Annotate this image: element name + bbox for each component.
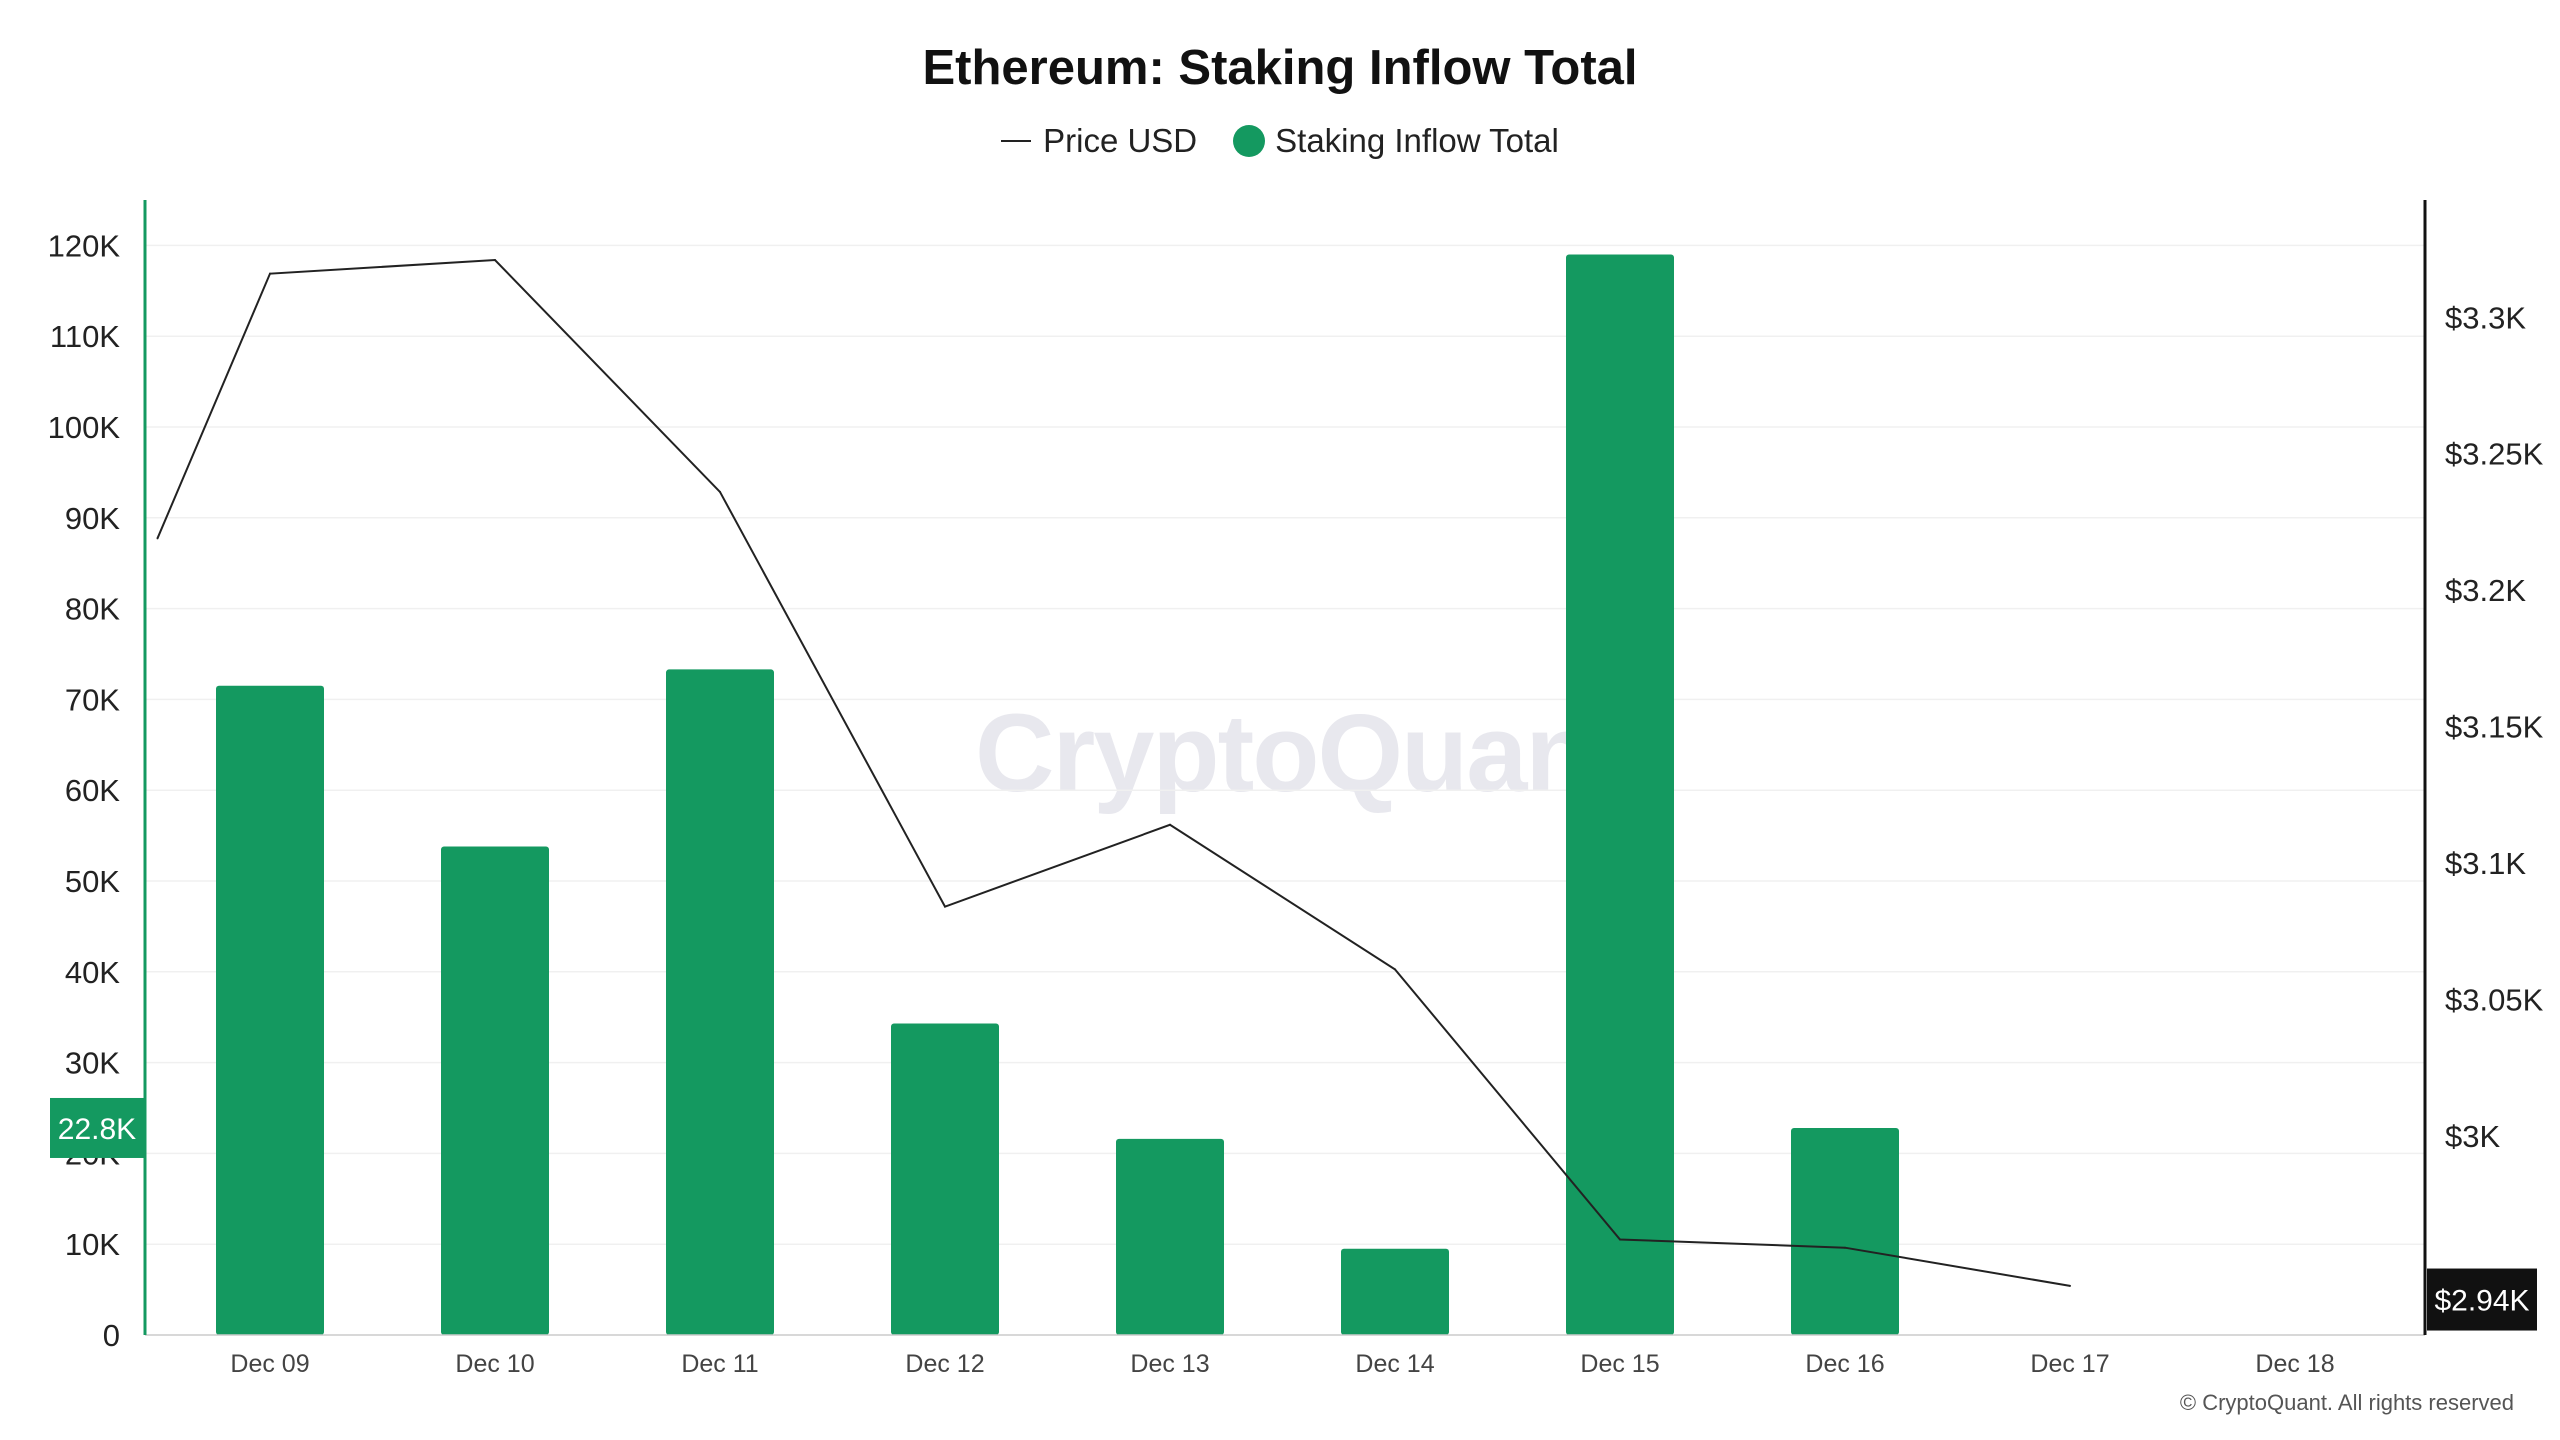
- left-tick-label: 80K: [65, 592, 120, 627]
- left-tick-label: 50K: [65, 864, 120, 899]
- right-tick-label: $3K: [2445, 1119, 2500, 1154]
- axis-layer: 010K20K30K40K50K60K70K80K90K100K110K120K…: [48, 200, 2544, 1378]
- x-tick-label: Dec 10: [455, 1350, 534, 1378]
- price-point: [1394, 968, 1396, 971]
- inflow-bar[interactable]: [666, 669, 774, 1335]
- watermark: CryptoQuant: [975, 692, 1627, 815]
- left-tick-label: 110K: [50, 319, 120, 354]
- x-tick-label: Dec 16: [1805, 1350, 1884, 1378]
- price-point: [1169, 823, 1171, 826]
- x-tick-label: Dec 18: [2255, 1350, 2334, 1378]
- legend-label-price: Price USD: [1043, 122, 1198, 159]
- right-tick-label: $3.3K: [2445, 300, 2526, 335]
- price-point: [719, 490, 721, 493]
- x-tick-label: Dec 14: [1355, 1350, 1434, 1378]
- legend-item-price[interactable]: Price USD: [1001, 122, 1197, 160]
- inflow-bar[interactable]: [1791, 1127, 1899, 1335]
- x-tick-label: Dec 15: [1580, 1350, 1659, 1378]
- inflow-bar[interactable]: [1116, 1138, 1224, 1335]
- chart-title: Ethereum: Staking Inflow Total: [922, 41, 1638, 95]
- current-inflow-badge: [50, 1097, 145, 1158]
- copyright-notice: © CryptoQuant. All rights reserved: [2179, 1390, 2514, 1415]
- inflow-bar[interactable]: [1566, 254, 1674, 1336]
- left-tick-label: 120K: [48, 228, 121, 263]
- price-point: [944, 905, 946, 908]
- price-point: [1619, 1238, 1621, 1241]
- legend-label-inflow: Staking Inflow Total: [1275, 122, 1559, 159]
- left-tick-label: 100K: [48, 410, 121, 445]
- price-point: [269, 272, 271, 275]
- left-tick-label: 0: [103, 1318, 120, 1353]
- left-tick-label: 90K: [65, 501, 120, 536]
- legend-dot-icon: [1233, 125, 1266, 157]
- right-tick-label: $3.1K: [2445, 846, 2526, 881]
- legend-item-inflow[interactable]: Staking Inflow Total: [1233, 122, 1559, 160]
- inflow-bar[interactable]: [891, 1023, 999, 1335]
- price-point: [2069, 1284, 2071, 1287]
- chart-legend: Price USD Staking Inflow Total: [0, 122, 2560, 160]
- legend-line-icon: [1001, 140, 1032, 142]
- bars-layer: [216, 254, 1899, 1336]
- inflow-bar[interactable]: [441, 846, 549, 1335]
- x-tick-label: Dec 09: [230, 1350, 309, 1378]
- x-tick-label: Dec 12: [905, 1350, 984, 1378]
- current-inflow-label: 22.8K: [58, 1113, 136, 1146]
- badge-layer: 22.8K $2.94K: [50, 1097, 2537, 1331]
- price-point: [494, 259, 496, 262]
- current-price-badge: [2427, 1268, 2537, 1331]
- price-point: [1844, 1246, 1846, 1249]
- right-tick-label: $3.05K: [2445, 982, 2544, 1017]
- price-point: [156, 537, 159, 540]
- x-tick-label: Dec 13: [1130, 1350, 1209, 1378]
- x-tick-label: Dec 17: [2030, 1350, 2109, 1378]
- inflow-bar[interactable]: [216, 685, 324, 1335]
- right-tick-label: $3.15K: [2445, 710, 2544, 745]
- inflow-bar[interactable]: [1341, 1248, 1449, 1335]
- right-tick-label: $3.25K: [2445, 437, 2544, 472]
- price-line: [156, 258, 2071, 1287]
- price-line-layer: [156, 258, 2071, 1287]
- left-tick-label: 40K: [65, 955, 120, 990]
- right-tick-label: $3.2K: [2445, 573, 2526, 608]
- left-tick-label: 70K: [65, 682, 120, 717]
- left-tick-label: 30K: [65, 1046, 120, 1081]
- current-price-label: $2.94K: [2434, 1285, 2529, 1318]
- left-tick-label: 60K: [65, 773, 120, 808]
- left-tick-label: 10K: [65, 1227, 120, 1262]
- x-tick-label: Dec 11: [681, 1350, 758, 1378]
